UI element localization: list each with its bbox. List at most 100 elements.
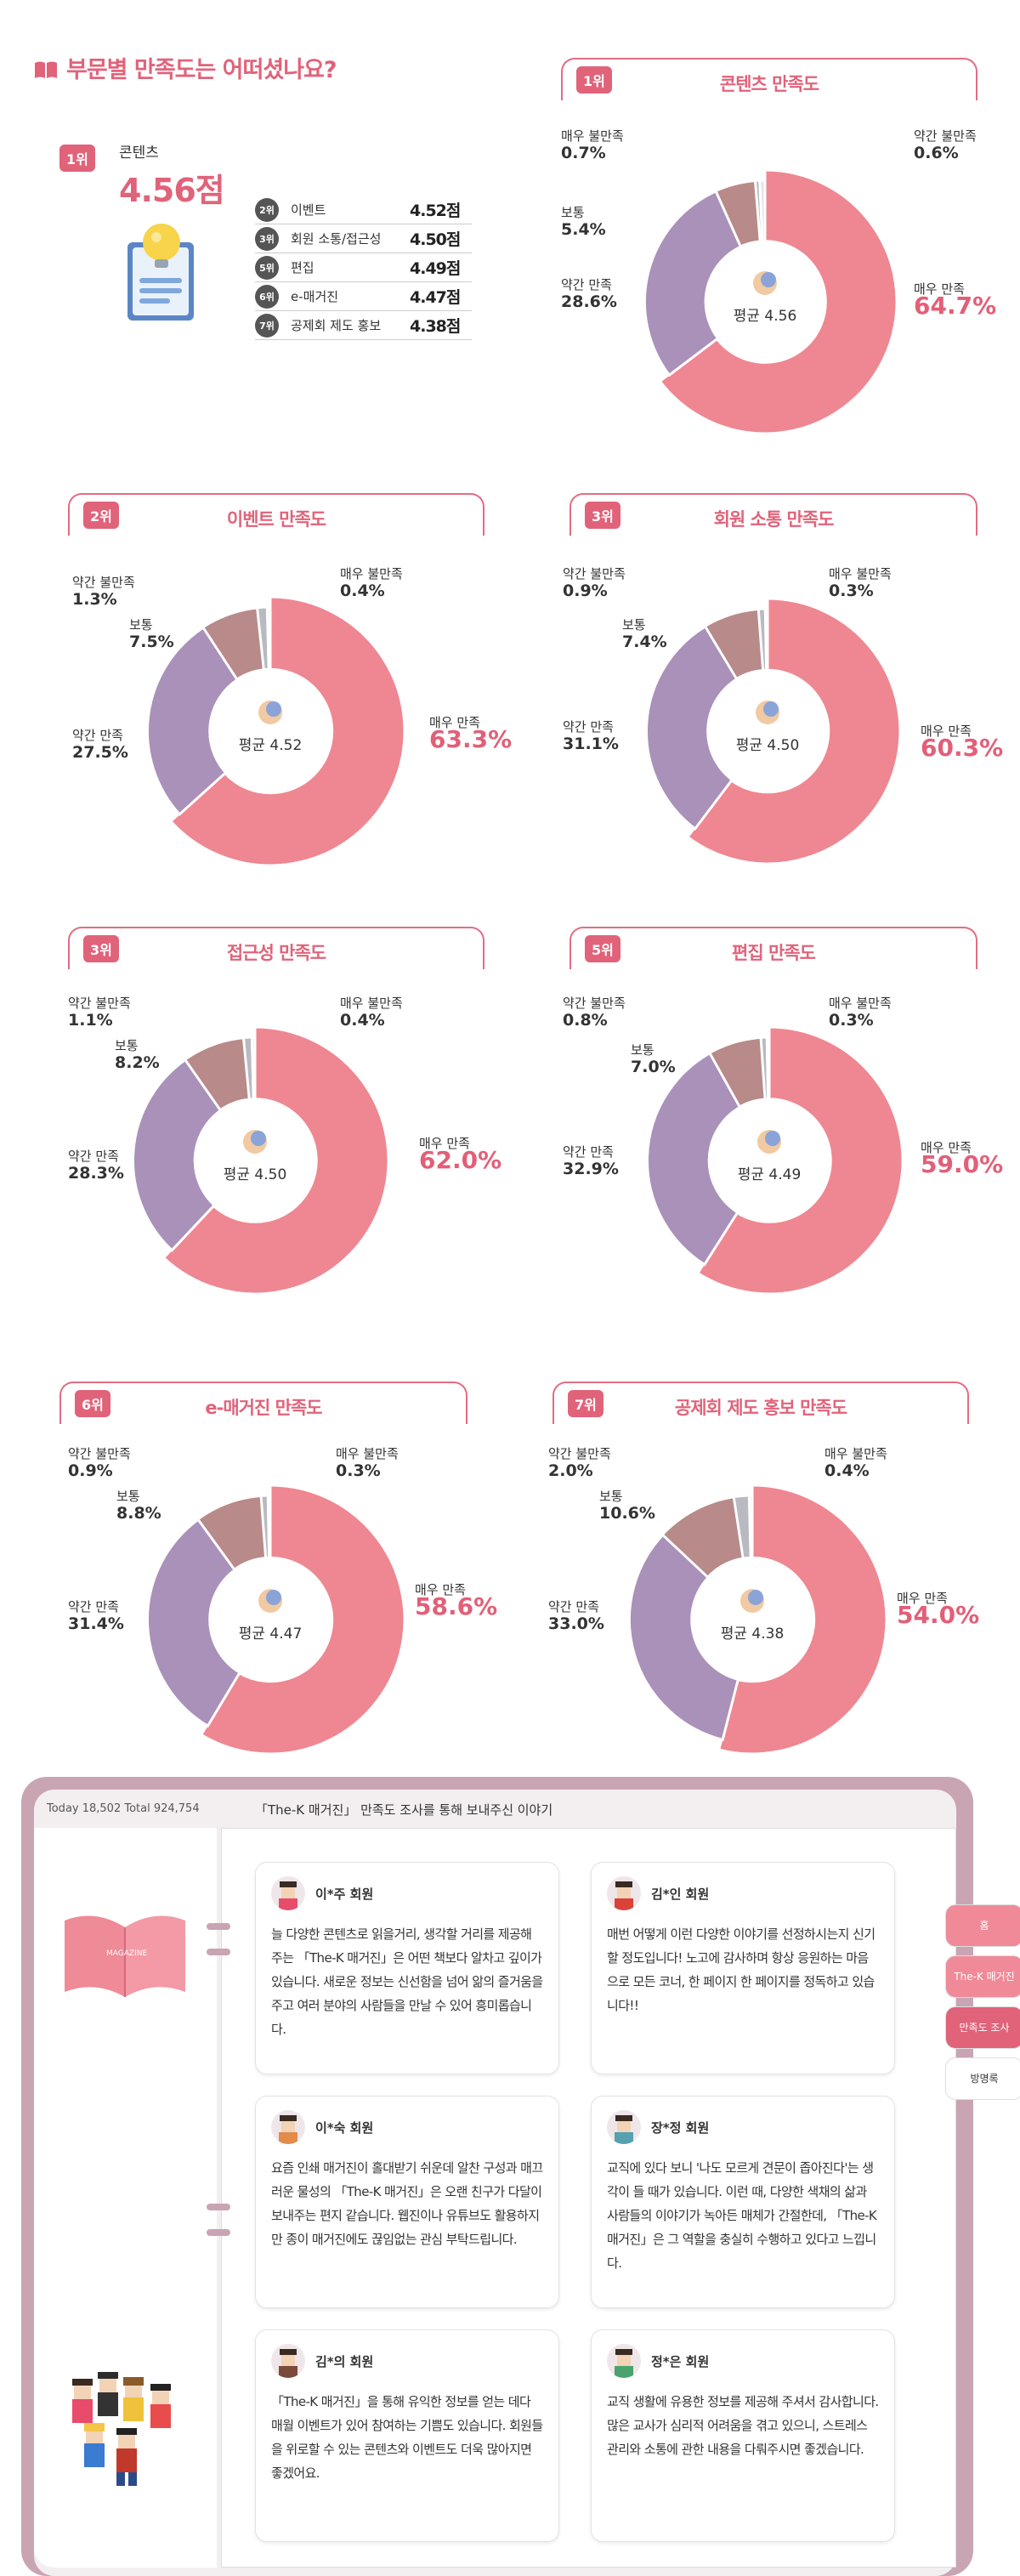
slice-label-sat: 약간 만족 33.0% [548, 1598, 604, 1633]
donut-chart: 평균 4.47 [146, 1484, 406, 1756]
slice-value: 0.4% [824, 1461, 870, 1480]
nav-tab[interactable]: 홈 [945, 1904, 1020, 1947]
slice-category: 약간 불만족 [563, 996, 626, 1011]
visit-counter: Today 18,502 Total 924,754 [47, 1802, 200, 1815]
magazine-label: MAGAZINE [106, 1949, 148, 1958]
rank-badge: 7위 [568, 1390, 604, 1417]
magazine-icon [61, 1909, 189, 2006]
slice-label-sat: 약간 만족 27.5% [72, 727, 128, 762]
slice-label-neutral: 보통 7.4% [622, 616, 667, 651]
rank-name: 이벤트 [291, 202, 326, 218]
slice-category: 약간 불만족 [548, 1446, 611, 1461]
slice-label-very-dis: 매우 불만족 0.4% [340, 565, 403, 600]
rank-name: 공제회 제도 홍보 [291, 318, 382, 333]
people-pixel-icon [64, 2372, 191, 2503]
slice-category: 약간 만족 [72, 728, 123, 743]
rank-row: 7위 공제회 제도 홍보 4.38점 [255, 311, 472, 340]
comment-name: 이*숙 회원 [315, 2119, 374, 2136]
slice-value: 59.0% [921, 1150, 1004, 1178]
rank-score: 4.38점 [410, 317, 461, 336]
slice-category: 보통 [116, 1489, 140, 1504]
slice-category: 약간 불만족 [68, 996, 131, 1011]
comment-author: 이*주 회원 [271, 1876, 543, 1910]
slice-category: 약간 만족 [561, 277, 612, 292]
chart-average: 평균 4.47 [239, 1626, 303, 1643]
chart-card-header: 2위 이벤트 만족도 [68, 493, 484, 536]
slice-value: 58.6% [415, 1592, 498, 1620]
slice-category: 약간 만족 [563, 1144, 614, 1160]
donut-chart: 평균 4.56 [643, 168, 898, 435]
top-name: 콘텐츠 [119, 145, 159, 162]
chart-title: 편집 만족도 [732, 943, 816, 963]
chart-card-header: 3위 접근성 만족도 [68, 927, 484, 969]
slice-label-very-dis: 매우 불만족 0.7% [561, 128, 624, 162]
donut-chart: 평균 4.50 [131, 1025, 390, 1296]
slice-category: 매우 만족 [415, 1582, 466, 1597]
chart-average: 평균 4.38 [721, 1626, 785, 1643]
slice-label-very-sat: 매우 만족 58.6% [415, 1581, 497, 1619]
avatar-icon [271, 2110, 305, 2144]
donut-slice-very-dis [250, 1036, 257, 1101]
rank-score: 4.49점 [410, 259, 461, 278]
comment-name: 김*인 회원 [651, 1886, 710, 1902]
slice-value: 7.0% [631, 1058, 676, 1076]
slice-value: 54.0% [897, 1601, 980, 1629]
comment-name: 정*은 회원 [651, 2353, 710, 2369]
nav-tab[interactable]: 만족도 조사 [945, 2006, 1020, 2049]
rank-badge: 2위 [83, 502, 119, 529]
slice-category: 약간 불만족 [72, 575, 135, 590]
slice-category: 매우 불만족 [824, 1446, 887, 1461]
rank-score: 4.50점 [410, 230, 461, 249]
slice-label-very-sat: 매우 만족 62.0% [419, 1135, 502, 1172]
rank-name: 편집 [291, 260, 314, 275]
slice-value: 1.3% [72, 590, 117, 609]
slice-category: 매우 불만족 [336, 1446, 399, 1461]
donut-slice-very-dis [266, 1494, 272, 1559]
chart-card-header: 3위 회원 소통 만족도 [570, 493, 978, 536]
donut-slice-very-dis [265, 605, 272, 671]
rank-row: 6위 e-매거진 4.47점 [255, 282, 472, 311]
nav-tab[interactable]: The-K 매거진 [945, 1955, 1020, 1998]
chart-average: 평균 4.52 [239, 737, 303, 754]
comment-author: 김*의 회원 [271, 2344, 543, 2378]
comment-author: 김*인 회원 [607, 1876, 879, 1910]
chart-rank: 2위 [83, 502, 119, 529]
avatar-icon [607, 1876, 641, 1910]
slice-label-very-sat: 매우 만족 63.3% [429, 714, 512, 752]
rank-badge: 1위 [60, 145, 95, 172]
slice-value: 63.3% [429, 725, 513, 753]
rank-badge: 3위 [83, 935, 119, 962]
nav-tab[interactable]: 방명록 [945, 2057, 1020, 2100]
comment-name: 이*주 회원 [315, 1886, 374, 1902]
rank-row: 2위 이벤트 4.52점 [255, 196, 472, 224]
chart-title: 접근성 만족도 [226, 943, 326, 963]
rank-badge: 3위 [585, 502, 620, 529]
binder-ring [207, 2229, 230, 2236]
slice-category: 보통 [631, 1042, 654, 1058]
rank-row: 5위 편집 4.49점 [255, 253, 472, 282]
slice-value: 0.9% [68, 1461, 113, 1480]
chart-rank: 5위 [585, 935, 620, 962]
rank-badge: 6위 [75, 1390, 110, 1417]
chart-card-header: 7위 공제회 제도 홍보 만족도 [552, 1382, 969, 1424]
rank-badge: 5위 [585, 935, 620, 962]
guestbook-title: 「The-K 매거진」 만족도 조사를 통해 보내주신 이야기 [255, 1802, 553, 1818]
donut-chart: 평균 4.38 [627, 1484, 888, 1756]
slice-category: 약간 불만족 [914, 128, 977, 144]
slice-value: 0.8% [563, 1011, 608, 1030]
donut-hole [208, 1558, 332, 1682]
slice-value: 64.7% [914, 292, 997, 320]
chart-average: 평균 4.50 [224, 1166, 287, 1183]
slice-label-very-sat: 매우 만족 59.0% [921, 1139, 1003, 1177]
slice-label-very-sat: 매우 만족 64.7% [914, 281, 996, 318]
slice-label-neutral: 보통 7.0% [631, 1041, 676, 1076]
slice-value: 7.4% [622, 633, 667, 651]
slice-label-very-dis: 매우 불만족 0.4% [824, 1445, 887, 1480]
comment-author: 이*숙 회원 [271, 2110, 543, 2144]
donut-chart: 평균 4.49 [646, 1025, 904, 1296]
guestbook-comment: 장*정 회원 교직에 있다 보니 '나도 모르게 견문이 좁아진다'는 생각이 들… [591, 2096, 895, 2308]
slice-label-dis: 약간 불만족 2.0% [548, 1445, 611, 1480]
rank-badge: 1위 [576, 66, 612, 94]
guestbook-comment: 이*주 회원 늘 다양한 콘텐츠로 읽을거리, 생각할 거리를 제공해 주는 「T… [255, 1862, 559, 2074]
donut-hole [208, 669, 332, 793]
